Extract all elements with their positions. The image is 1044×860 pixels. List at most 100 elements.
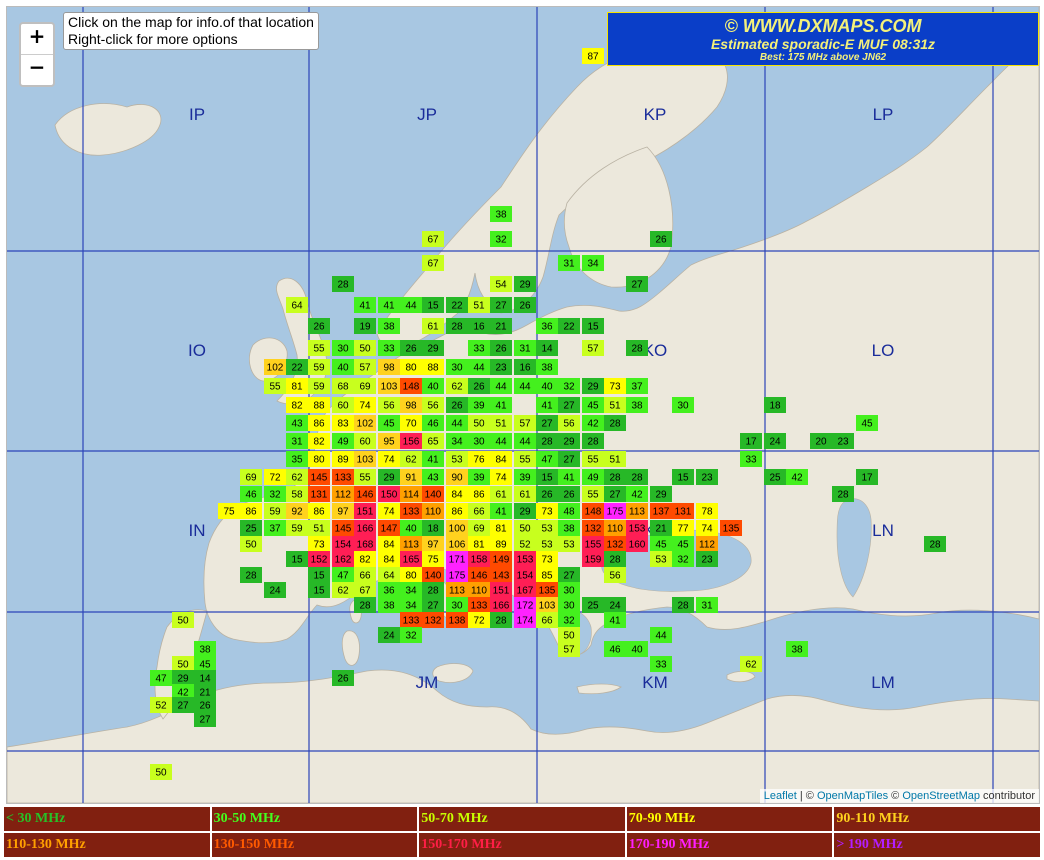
muf-square[interactable] bbox=[558, 469, 580, 485]
muf-square[interactable] bbox=[172, 670, 194, 686]
muf-square[interactable] bbox=[604, 536, 626, 552]
muf-square[interactable] bbox=[558, 318, 580, 334]
muf-square[interactable] bbox=[378, 469, 400, 485]
muf-square[interactable] bbox=[308, 340, 330, 356]
muf-square[interactable] bbox=[378, 359, 400, 375]
muf-square[interactable] bbox=[514, 359, 536, 375]
muf-square[interactable] bbox=[172, 697, 194, 713]
muf-square[interactable] bbox=[332, 378, 354, 394]
muf-square[interactable] bbox=[308, 486, 330, 502]
muf-square[interactable] bbox=[422, 378, 444, 394]
muf-square[interactable] bbox=[468, 469, 490, 485]
muf-square[interactable] bbox=[308, 536, 330, 552]
muf-square[interactable] bbox=[446, 486, 468, 502]
muf-square[interactable] bbox=[400, 486, 422, 502]
muf-square[interactable] bbox=[308, 567, 330, 583]
muf-square[interactable] bbox=[378, 397, 400, 413]
muf-square[interactable] bbox=[490, 451, 512, 467]
muf-square[interactable] bbox=[240, 486, 262, 502]
muf-square[interactable] bbox=[446, 597, 468, 613]
muf-square[interactable] bbox=[468, 318, 490, 334]
muf-square[interactable] bbox=[626, 641, 648, 657]
muf-square[interactable] bbox=[400, 551, 422, 567]
muf-square[interactable] bbox=[422, 359, 444, 375]
muf-square[interactable] bbox=[558, 520, 580, 536]
muf-square[interactable] bbox=[354, 359, 376, 375]
muf-square[interactable] bbox=[468, 359, 490, 375]
muf-square[interactable] bbox=[354, 551, 376, 567]
muf-square[interactable] bbox=[536, 536, 558, 552]
muf-square[interactable] bbox=[400, 340, 422, 356]
muf-square[interactable] bbox=[856, 469, 878, 485]
muf-square[interactable] bbox=[604, 451, 626, 467]
muf-square[interactable] bbox=[240, 503, 262, 519]
muf-square[interactable] bbox=[536, 397, 558, 413]
muf-square[interactable] bbox=[626, 340, 648, 356]
muf-square[interactable] bbox=[582, 318, 604, 334]
muf-square[interactable] bbox=[422, 318, 444, 334]
muf-square[interactable] bbox=[286, 433, 308, 449]
muf-square[interactable] bbox=[400, 567, 422, 583]
muf-square[interactable] bbox=[764, 469, 786, 485]
muf-square[interactable] bbox=[490, 318, 512, 334]
muf-square[interactable] bbox=[490, 567, 512, 583]
muf-square[interactable] bbox=[400, 359, 422, 375]
muf-square[interactable] bbox=[446, 359, 468, 375]
muf-square[interactable] bbox=[536, 612, 558, 628]
muf-square[interactable] bbox=[536, 551, 558, 567]
muf-square[interactable] bbox=[264, 378, 286, 394]
muf-square[interactable] bbox=[558, 433, 580, 449]
muf-square[interactable] bbox=[378, 551, 400, 567]
muf-square[interactable] bbox=[378, 451, 400, 467]
muf-square[interactable] bbox=[354, 397, 376, 413]
muf-square[interactable] bbox=[514, 503, 536, 519]
muf-square[interactable] bbox=[490, 582, 512, 598]
muf-square[interactable] bbox=[582, 397, 604, 413]
leaflet-link[interactable]: Leaflet bbox=[763, 790, 797, 802]
muf-square[interactable] bbox=[308, 415, 330, 431]
muf-square[interactable] bbox=[354, 469, 376, 485]
muf-square[interactable] bbox=[332, 397, 354, 413]
muf-square[interactable] bbox=[468, 378, 490, 394]
muf-square[interactable] bbox=[626, 503, 648, 519]
muf-square[interactable] bbox=[468, 551, 490, 567]
muf-square[interactable] bbox=[446, 397, 468, 413]
muf-square[interactable] bbox=[786, 641, 808, 657]
muf-square[interactable] bbox=[696, 520, 718, 536]
muf-square[interactable] bbox=[194, 670, 216, 686]
muf-square[interactable] bbox=[582, 340, 604, 356]
muf-square[interactable] bbox=[332, 469, 354, 485]
muf-square[interactable] bbox=[514, 597, 536, 613]
muf-square[interactable] bbox=[332, 359, 354, 375]
muf-square[interactable] bbox=[422, 297, 444, 313]
muf-square[interactable] bbox=[354, 520, 376, 536]
map[interactable]: IPJPKPLPIOJOKOLOINJNKNLNIMJMKMLM 8738673… bbox=[6, 6, 1040, 804]
muf-square[interactable] bbox=[536, 318, 558, 334]
muf-square[interactable] bbox=[264, 582, 286, 598]
muf-square[interactable] bbox=[468, 415, 490, 431]
openstreetmap-link[interactable]: OpenStreetMap bbox=[902, 790, 980, 802]
muf-square[interactable] bbox=[378, 433, 400, 449]
muf-square[interactable] bbox=[378, 536, 400, 552]
muf-square[interactable] bbox=[582, 48, 604, 64]
muf-square[interactable] bbox=[468, 520, 490, 536]
muf-square[interactable] bbox=[446, 318, 468, 334]
muf-square[interactable] bbox=[286, 297, 308, 313]
muf-square[interactable] bbox=[400, 433, 422, 449]
muf-square[interactable] bbox=[672, 597, 694, 613]
muf-square[interactable] bbox=[856, 415, 878, 431]
muf-square[interactable] bbox=[672, 520, 694, 536]
muf-square[interactable] bbox=[558, 612, 580, 628]
muf-square[interactable] bbox=[468, 486, 490, 502]
muf-square[interactable] bbox=[672, 551, 694, 567]
muf-square[interactable] bbox=[490, 378, 512, 394]
muf-square[interactable] bbox=[536, 433, 558, 449]
muf-square[interactable] bbox=[696, 469, 718, 485]
muf-square[interactable] bbox=[558, 397, 580, 413]
muf-square[interactable] bbox=[582, 551, 604, 567]
muf-square[interactable] bbox=[422, 597, 444, 613]
muf-square[interactable] bbox=[672, 536, 694, 552]
muf-square[interactable] bbox=[558, 582, 580, 598]
muf-square[interactable] bbox=[240, 536, 262, 552]
muf-square[interactable] bbox=[536, 520, 558, 536]
